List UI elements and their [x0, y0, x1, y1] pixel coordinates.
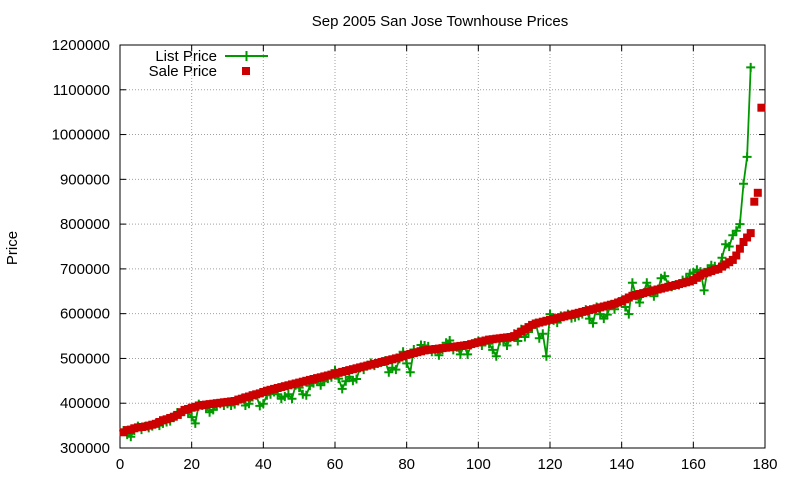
y-tick-label: 800000 [60, 216, 110, 233]
data-point-list-price [301, 390, 311, 400]
data-point-sale-price [728, 255, 737, 264]
data-point-sale-price [750, 197, 759, 206]
data-point-list-price [642, 278, 652, 288]
x-tick-label: 20 [183, 456, 200, 473]
data-point-list-price [402, 358, 412, 368]
x-tick-label: 80 [398, 456, 415, 473]
data-point-sale-price [739, 238, 748, 246]
data-point-list-price [627, 278, 637, 288]
data-point-list-price [660, 271, 670, 281]
data-point-list-price [287, 394, 297, 404]
data-point-list-price [742, 152, 752, 162]
legend-label-list-price: List Price [155, 48, 217, 65]
data-point-list-price [735, 219, 745, 229]
tick-labels: 0 20 40 60 80 100 120 140 160 180 300000 400000 5000… [52, 37, 778, 473]
axes [119, 44, 766, 449]
data-point-list-price [588, 318, 598, 328]
data-point-list-price [602, 310, 612, 320]
data-point-list-price [502, 341, 512, 350]
series-line-list-price [122, 67, 752, 438]
y-tick-label: 500000 [60, 350, 110, 367]
x-tick-label: 160 [681, 456, 706, 473]
x-tick-label: 140 [609, 456, 634, 473]
x-tick-label: 100 [466, 456, 491, 473]
data-point-list-price [491, 351, 501, 361]
data-point-sale-price [746, 229, 755, 238]
data-point-list-price [258, 399, 268, 409]
grid [120, 45, 765, 448]
legend-marker-list-price [241, 51, 252, 61]
data-point-sale-price [732, 251, 741, 260]
legend-marker-sale-price [242, 67, 250, 75]
y-tick-label: 1000000 [52, 127, 110, 144]
data-point-list-price [405, 367, 415, 377]
data-point-list-price [337, 384, 347, 394]
legend-label-sale-price: Sale Price [149, 63, 217, 80]
legend: List Price Sale Price [149, 48, 268, 80]
data-point-sale-price [743, 233, 752, 242]
x-tick-label: 40 [255, 456, 272, 473]
data-point-list-price [538, 329, 548, 339]
x-tick-label: 120 [537, 456, 562, 473]
y-tick-label: 900000 [60, 171, 110, 188]
x-tick-label: 0 [116, 456, 124, 473]
data-point-list-price [541, 351, 551, 361]
y-tick-label: 700000 [60, 261, 110, 278]
y-axis-label: Price [4, 231, 21, 265]
data-point-sale-price [735, 244, 744, 253]
data-point-list-price [635, 298, 645, 307]
data-point-list-price [739, 179, 748, 189]
y-tick-label: 600000 [60, 306, 110, 323]
plot-frame [119, 44, 766, 449]
data-point-list-price [699, 285, 709, 295]
y-tick-label: 400000 [60, 395, 110, 412]
data-point-list-price [624, 309, 634, 319]
series [119, 62, 766, 442]
y-tick-label: 1100000 [53, 82, 110, 99]
data-point-list-price [463, 349, 473, 359]
data-point-list-price [731, 226, 741, 236]
data-point-list-price [190, 418, 200, 428]
chart-title: Sep 2005 San Jose Townhouse Prices [312, 13, 569, 30]
y-tick-label: 1200000 [52, 37, 110, 54]
x-tick-label: 180 [752, 456, 777, 473]
data-point-list-price [352, 374, 361, 384]
data-point-list-price [746, 62, 756, 72]
data-point-list-price [187, 412, 197, 422]
x-tick-label: 60 [327, 456, 344, 473]
y-tick-label: 300000 [60, 440, 110, 457]
data-point-sale-price [757, 103, 766, 112]
data-point-list-price [724, 242, 734, 251]
data-point-sale-price [753, 188, 762, 197]
data-point-list-price [391, 365, 401, 375]
data-point-list-price [488, 345, 498, 355]
